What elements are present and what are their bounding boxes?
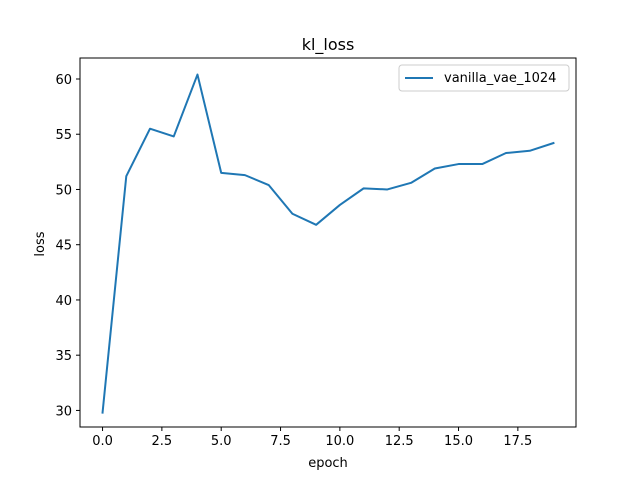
chart-title: kl_loss: [302, 35, 355, 55]
y-tick-label: 30: [55, 404, 72, 419]
x-tick-label: 0.0: [92, 434, 113, 449]
x-axis: 0.0 2.5 5.0 7.5 10.0 12.5 15.0 17.5: [92, 427, 532, 449]
plot-frame: [79, 57, 577, 428]
legend-label-vanilla-vae-1024: vanilla_vae_1024: [444, 71, 556, 86]
y-tick-label: 40: [55, 294, 72, 309]
x-tick-label: 7.5: [270, 434, 291, 449]
legend: vanilla_vae_1024: [398, 64, 570, 92]
y-axis-label: loss: [33, 231, 48, 256]
y-tick-label: 60: [55, 73, 72, 88]
y-tick-label: 55: [55, 128, 72, 143]
x-tick-label: 5.0: [211, 434, 232, 449]
x-tick-label: 10.0: [325, 434, 354, 449]
x-tick-label: 17.5: [503, 434, 532, 449]
y-axis: 30 35 40 45 50 55 60: [55, 73, 80, 419]
x-tick-label: 12.5: [385, 434, 414, 449]
plot-area: [101, 73, 555, 414]
y-tick-label: 50: [55, 183, 72, 198]
y-tick-label: 35: [55, 349, 72, 364]
x-tick-label: 15.0: [444, 434, 473, 449]
series-line-vanilla-vae-1024: [101, 73, 555, 414]
legend-box: [398, 64, 570, 92]
x-axis-label: epoch: [308, 456, 348, 471]
x-tick-label: 2.5: [152, 434, 173, 449]
y-tick-label: 45: [55, 239, 72, 254]
